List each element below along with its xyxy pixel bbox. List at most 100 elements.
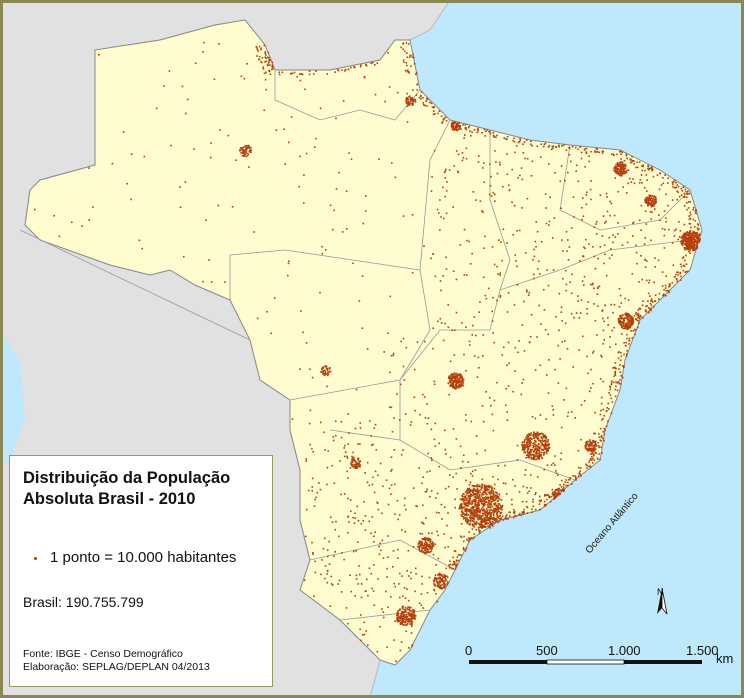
- population-dot: [492, 475, 494, 478]
- population-dot: [582, 197, 584, 199]
- population-dot: [240, 152, 242, 154]
- population-dot: [586, 308, 588, 310]
- population-dot: [694, 247, 696, 249]
- population-dot: [470, 472, 472, 475]
- population-dot: [691, 240, 693, 243]
- population-dot: [622, 171, 625, 173]
- population-dot: [502, 228, 505, 231]
- population-dot: [312, 551, 314, 554]
- population-dot: [535, 435, 538, 437]
- population-dot: [457, 381, 460, 384]
- population-dot: [534, 508, 537, 511]
- population-dot: [398, 583, 400, 585]
- population-dot: [464, 497, 466, 499]
- population-dot: [495, 497, 498, 499]
- population-dot: [470, 537, 473, 539]
- population-dot: [476, 522, 478, 524]
- population-dot: [486, 512, 489, 515]
- population-dot: [219, 129, 221, 131]
- population-dot: [473, 517, 475, 520]
- population-dot: [441, 122, 443, 124]
- population-dot: [685, 234, 687, 237]
- population-dot: [650, 309, 652, 312]
- population-dot: [626, 324, 629, 326]
- population-dot: [688, 234, 691, 237]
- population-dot: [460, 514, 462, 516]
- population-dot: [461, 512, 464, 514]
- population-dot: [413, 56, 415, 59]
- population-dot: [516, 459, 519, 461]
- population-dot: [475, 523, 478, 525]
- population-dot: [535, 451, 537, 454]
- population-dot: [543, 309, 546, 311]
- population-dot: [338, 535, 340, 538]
- population-dot: [517, 176, 519, 179]
- population-dot: [400, 616, 403, 618]
- legend-title: Distribuição da População Absoluta Brasi…: [23, 468, 230, 510]
- population-dot: [463, 548, 465, 551]
- population-dot: [469, 491, 471, 493]
- population-dot: [473, 492, 475, 495]
- population-dot: [476, 496, 478, 499]
- population-dot: [592, 282, 594, 285]
- population-dot: [675, 277, 678, 280]
- population-dot: [453, 128, 456, 130]
- population-dot: [408, 613, 410, 615]
- population-dot: [583, 149, 586, 151]
- population-dot: [538, 454, 541, 457]
- population-dot: [618, 382, 621, 385]
- north-label: N: [657, 587, 664, 597]
- population-dot: [597, 287, 599, 290]
- population-dot: [405, 616, 407, 618]
- population-dot: [480, 488, 482, 491]
- population-dot: [231, 206, 234, 208]
- population-dot: [632, 330, 635, 332]
- population-dot: [488, 525, 491, 528]
- population-dot: [621, 365, 624, 367]
- population-dot: [640, 255, 642, 257]
- population-dot: [264, 52, 266, 55]
- population-dot: [473, 500, 475, 502]
- population-dot: [462, 540, 465, 543]
- population-dot: [455, 566, 457, 568]
- population-dot: [502, 519, 504, 521]
- population-dot: [611, 401, 614, 403]
- population-dot: [631, 155, 633, 158]
- population-dot: [511, 201, 513, 203]
- population-dot: [692, 207, 695, 209]
- population-dot: [482, 167, 484, 169]
- population-dot: [479, 518, 482, 520]
- population-dot: [402, 617, 405, 620]
- population-dot: [574, 417, 576, 419]
- population-dot: [445, 453, 447, 455]
- population-dot: [638, 316, 640, 318]
- population-dot: [322, 372, 324, 374]
- population-dot: [697, 235, 699, 238]
- population-dot: [404, 621, 407, 624]
- population-dot: [184, 181, 187, 183]
- population-dot: [483, 128, 486, 131]
- population-dot: [463, 503, 466, 506]
- population-dot: [490, 490, 492, 493]
- population-dot: [538, 446, 541, 448]
- population-dot: [543, 452, 545, 455]
- population-dot: [365, 64, 367, 66]
- population-dot: [590, 198, 592, 201]
- population-dot: [347, 515, 350, 518]
- population-dot: [328, 371, 330, 373]
- population-dot: [554, 489, 557, 491]
- population-dot: [457, 153, 460, 156]
- population-dot: [410, 100, 412, 102]
- population-dot: [444, 583, 446, 585]
- population-dot: [545, 374, 548, 376]
- population-dot: [678, 236, 681, 238]
- population-dot: [471, 489, 474, 492]
- population-dot: [527, 446, 530, 449]
- population-dot: [465, 157, 468, 160]
- population-dot: [469, 512, 472, 515]
- population-dot: [523, 440, 526, 442]
- population-dot: [695, 212, 697, 215]
- population-dot: [353, 550, 355, 553]
- population-dot: [650, 203, 653, 205]
- population-dot: [647, 200, 650, 202]
